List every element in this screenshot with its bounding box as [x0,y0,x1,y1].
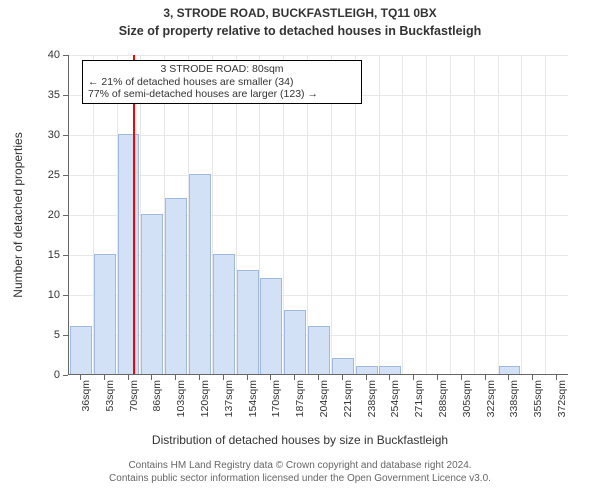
histogram-bar [332,358,354,374]
histogram-bar [189,174,211,374]
y-gridline [69,175,568,176]
x-tick-label: 288sqm [437,380,449,430]
x-tick-label: 53sqm [104,380,116,430]
y-gridline [69,135,568,136]
y-tick-label: 30 [30,129,60,141]
y-tick-mark [63,295,68,296]
histogram-bar [165,198,187,374]
x-tick-label: 322sqm [485,380,497,430]
histogram-bar [356,366,378,374]
histogram-bar [237,270,259,374]
x-tick-label: 372sqm [556,380,568,430]
y-tick-label: 35 [30,89,60,101]
x-tick-label: 338sqm [508,380,520,430]
y-tick-label: 40 [30,49,60,61]
x-tick-label: 70sqm [128,380,140,430]
histogram-bar [499,366,521,374]
histogram-bar [308,326,330,374]
x-tick-label: 355sqm [532,380,544,430]
y-tick-label: 15 [30,249,60,261]
y-gridline [69,55,568,56]
annotation-line: ← 21% of detached houses are smaller (34… [88,76,356,89]
x-gridline [450,55,451,374]
histogram-bar [94,254,116,374]
x-gridline [426,55,427,374]
x-tick-label: 238sqm [366,380,378,430]
x-tick-label: 305sqm [461,380,473,430]
annotation-line: 77% of semi-detached houses are larger (… [88,88,356,101]
x-tick-label: 86sqm [151,380,163,430]
histogram-bar [284,310,306,374]
histogram-bar [118,134,140,374]
y-tick-label: 20 [30,209,60,221]
y-tick-mark [63,255,68,256]
x-tick-label: 137sqm [223,380,235,430]
x-tick-label: 154sqm [247,380,259,430]
histogram-bar [141,214,163,374]
chart-supertitle: 3, STRODE ROAD, BUCKFASTLEIGH, TQ11 0BX [0,6,600,20]
x-gridline [402,55,403,374]
x-tick-label: 120sqm [199,380,211,430]
y-axis-label: Number of detached properties [11,132,25,297]
x-gridline [521,55,522,374]
x-tick-label: 204sqm [318,380,330,430]
y-tick-mark [63,95,68,96]
histogram-bar [213,254,235,374]
y-tick-label: 10 [30,289,60,301]
x-gridline [545,55,546,374]
x-tick-label: 103sqm [175,380,187,430]
x-tick-label: 271sqm [413,380,425,430]
x-tick-label: 187sqm [294,380,306,430]
histogram-bar [70,326,92,374]
annotation-line: 3 STRODE ROAD: 80sqm [88,63,356,76]
y-tick-mark [63,55,68,56]
chart-footer: Contains HM Land Registry data © Crown c… [0,460,600,485]
footer-line: Contains HM Land Registry data © Crown c… [0,460,600,473]
y-tick-label: 0 [30,369,60,381]
x-gridline [379,55,380,374]
y-tick-mark [63,135,68,136]
y-tick-mark [63,335,68,336]
x-tick-label: 221sqm [342,380,354,430]
y-tick-mark [63,375,68,376]
x-axis-label: Distribution of detached houses by size … [0,433,600,447]
histogram-bar [260,278,282,374]
histogram-bar [379,366,401,374]
y-tick-mark [63,215,68,216]
footer-line: Contains public sector information licen… [0,473,600,486]
annotation-box: 3 STRODE ROAD: 80sqm← 21% of detached ho… [82,60,362,104]
y-tick-mark [63,175,68,176]
x-tick-label: 36sqm [80,380,92,430]
x-gridline [498,55,499,374]
y-tick-label: 25 [30,169,60,181]
x-gridline [474,55,475,374]
y-tick-label: 5 [30,329,60,341]
x-tick-label: 170sqm [270,380,282,430]
chart-title: Size of property relative to detached ho… [0,24,600,38]
x-tick-label: 254sqm [389,380,401,430]
